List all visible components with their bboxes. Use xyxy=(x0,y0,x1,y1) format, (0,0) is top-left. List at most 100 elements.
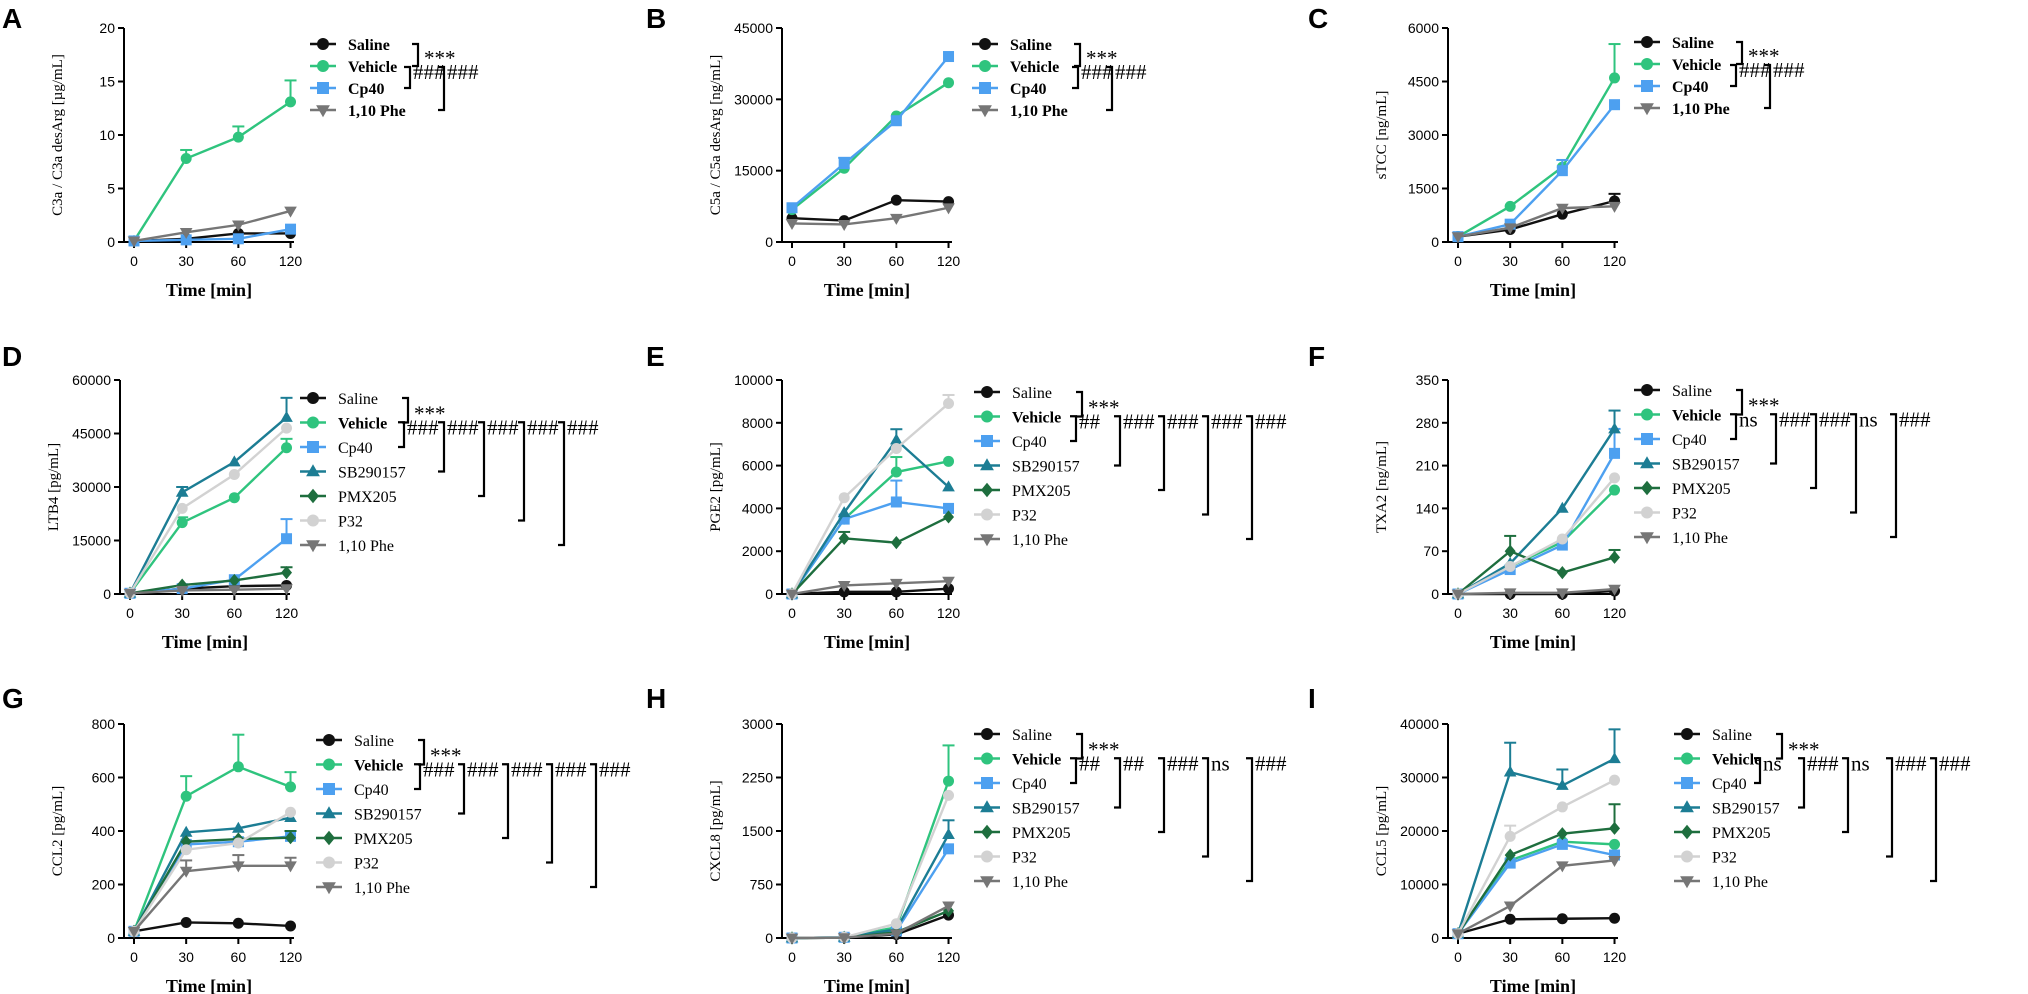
legend-label: Saline xyxy=(1012,727,1052,744)
legend-label: 1,10 Phe xyxy=(1012,874,1068,891)
data-point xyxy=(1556,533,1568,545)
bracket xyxy=(478,421,486,498)
bracket xyxy=(398,421,406,449)
data-point xyxy=(943,789,955,801)
data-point xyxy=(890,194,902,206)
bracket xyxy=(1810,413,1818,490)
legend-marker xyxy=(307,441,319,453)
legend-label: Saline xyxy=(338,391,378,408)
legend-label: PMX205 xyxy=(338,489,397,506)
data-point xyxy=(228,469,240,481)
bracket xyxy=(404,65,412,90)
panel-letter: A xyxy=(2,3,22,34)
y-tick-label: 45000 xyxy=(72,426,111,442)
data-point xyxy=(281,422,293,434)
legend-label: PMX205 xyxy=(1012,825,1071,842)
data-point xyxy=(890,433,903,445)
legend-marker xyxy=(980,800,994,813)
legend-marker xyxy=(978,105,992,118)
data-point xyxy=(838,513,850,525)
legend-label: Saline xyxy=(1010,37,1052,54)
y-axis-title: CCL2 [pg/mL] xyxy=(50,786,66,876)
bracket xyxy=(1736,40,1744,66)
sig-label: ### xyxy=(1211,409,1243,433)
data-point xyxy=(1556,566,1568,580)
legend-marker xyxy=(979,38,991,50)
x-tick-label: 0 xyxy=(1454,949,1462,965)
series-1-10-phe xyxy=(1451,856,1621,941)
series-vehicle xyxy=(1452,43,1621,243)
data-point xyxy=(1609,821,1621,835)
y-tick-label: 6000 xyxy=(1408,20,1439,36)
data-point xyxy=(1556,165,1568,177)
panel-letter: E xyxy=(646,341,665,372)
bracket xyxy=(438,65,446,112)
data-point xyxy=(232,917,244,929)
y-tick-label: 10000 xyxy=(734,372,773,388)
panel-d: D 0 15000 30000 45000 60000 0 30 60 120 Time [min]… xyxy=(2,341,599,652)
sig-label: ### xyxy=(1167,409,1199,433)
data-point xyxy=(785,933,799,945)
data-point xyxy=(1503,765,1517,777)
x-tick-label: 120 xyxy=(275,605,299,621)
data-point xyxy=(837,506,851,518)
data-point xyxy=(280,584,293,596)
legend-marker xyxy=(981,410,993,423)
x-tick-label: 120 xyxy=(1603,605,1627,621)
legend-marker xyxy=(1640,532,1654,545)
legend-label: Cp40 xyxy=(1672,432,1707,449)
data-point xyxy=(281,566,293,580)
x-tick-label: 60 xyxy=(1555,253,1571,269)
data-point xyxy=(1556,861,1569,873)
legend-label: Vehicle xyxy=(1672,408,1721,425)
series-line xyxy=(1457,549,1615,595)
data-point xyxy=(838,158,850,170)
sig-label: ### xyxy=(1255,751,1287,775)
legend-marker xyxy=(980,534,994,547)
series-line xyxy=(791,198,949,222)
series-p32 xyxy=(786,393,955,600)
data-point xyxy=(280,410,293,422)
x-tick-label: 120 xyxy=(279,949,303,965)
x-axis-title: Time [min] xyxy=(1490,976,1576,994)
data-point xyxy=(943,843,955,855)
x-tick-label: 60 xyxy=(231,949,247,965)
sig-label: ### xyxy=(1819,407,1851,431)
data-point xyxy=(838,531,850,545)
x-tick-label: 60 xyxy=(889,949,905,965)
data-point xyxy=(176,578,188,592)
data-point xyxy=(942,827,955,839)
legend-label: SB290157 xyxy=(338,465,406,482)
bracket xyxy=(1798,757,1806,809)
series-1-10-phe xyxy=(127,854,297,938)
bracket xyxy=(1736,388,1744,416)
x-axis-title: Time [min] xyxy=(824,976,910,994)
panel-f: F 0 70 140 210 280 350 0 30 60 120 Time [min] TXA2 [… xyxy=(1308,341,1931,652)
data-point xyxy=(1451,589,1465,601)
panel-letter: C xyxy=(1308,3,1328,34)
y-tick-label: 800 xyxy=(92,716,116,732)
series-line xyxy=(129,446,288,594)
y-tick-label: 15 xyxy=(99,74,115,90)
legend: Saline Vehicle Cp40 1,10 Phe xyxy=(1634,35,1730,118)
y-tick-label: 0 xyxy=(765,930,773,946)
x-axis-title: Time [min] xyxy=(166,280,252,300)
data-point xyxy=(228,585,241,597)
series-sb290157 xyxy=(1451,409,1621,599)
bracket xyxy=(1886,757,1894,858)
series-line xyxy=(791,579,949,596)
y-tick-label: 45000 xyxy=(734,20,773,36)
data-point xyxy=(1608,856,1621,868)
bracket xyxy=(1730,63,1738,88)
x-tick-label: 60 xyxy=(1555,949,1571,965)
sig-label: ### xyxy=(447,415,479,439)
y-tick-label: 10 xyxy=(99,127,115,143)
bracket xyxy=(1070,415,1078,443)
bracket xyxy=(458,763,466,815)
legend-marker xyxy=(1681,824,1693,840)
significance: ***### ### xyxy=(1072,42,1147,112)
y-tick-label: 30000 xyxy=(734,91,773,107)
legend-marker xyxy=(981,508,993,521)
data-point xyxy=(228,455,241,467)
legend-marker xyxy=(981,386,993,398)
